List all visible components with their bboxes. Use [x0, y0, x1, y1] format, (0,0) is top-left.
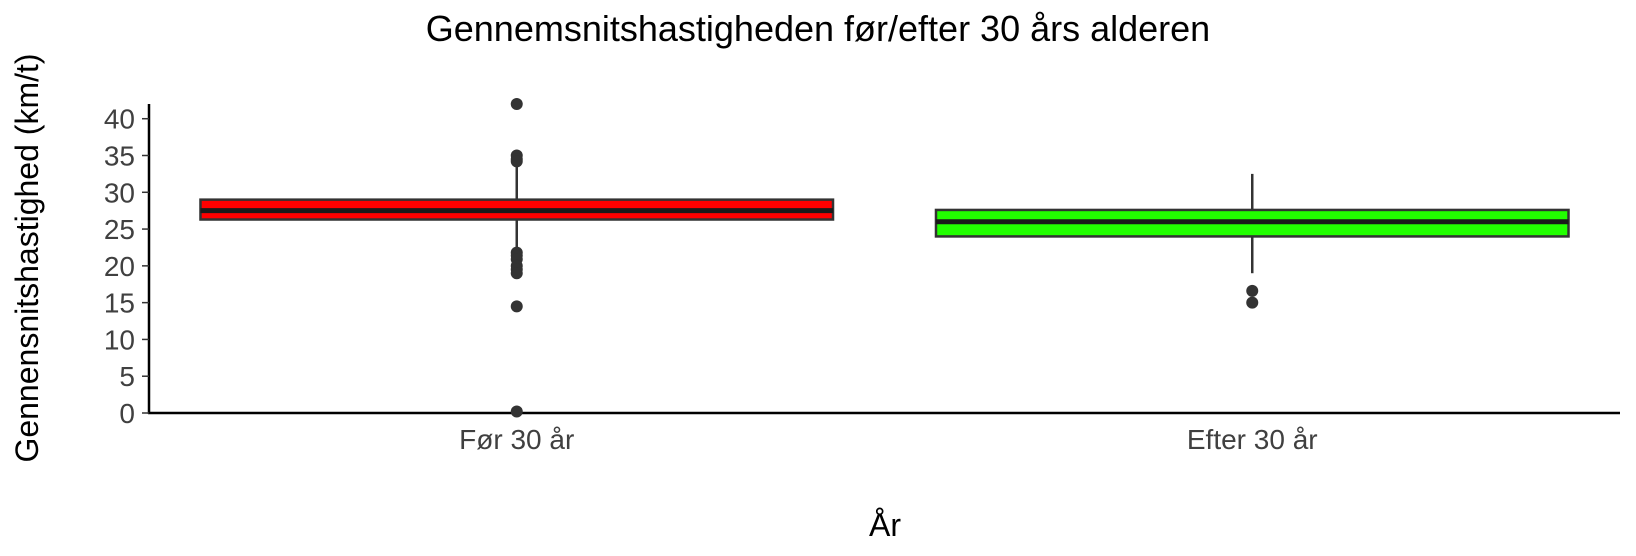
y-tick-label: 15 [104, 288, 135, 319]
chart-title: Gennemsnitshastigheden før/efter 30 års … [426, 8, 1210, 49]
y-axis-title: Gennensnitshastighed (km/t) [9, 53, 45, 462]
outlier-point [510, 267, 523, 280]
plot-area: 0 5 10 15 20 25 30 35 40 Før 30 år Efter 30 år [104, 98, 1620, 455]
x-tick-label: Før 30 år [459, 424, 574, 455]
x-axis-title: År [869, 507, 901, 543]
outlier-point [1246, 284, 1259, 297]
y-tick-label: 10 [104, 324, 135, 355]
y-tick-label: 30 [104, 177, 135, 208]
outlier-point [510, 405, 523, 418]
x-tick-label: Efter 30 år [1187, 424, 1318, 455]
y-tick-label: 35 [104, 141, 135, 172]
outlier-point [510, 155, 523, 168]
outlier-point [510, 300, 523, 313]
y-tick-label: 40 [104, 104, 135, 135]
y-tick-label: 5 [119, 361, 135, 392]
y-tick-label: 20 [104, 251, 135, 282]
outlier-point [1246, 296, 1259, 309]
y-tick-label: 0 [119, 398, 135, 429]
outlier-point [510, 98, 523, 110]
y-tick-label: 25 [104, 214, 135, 245]
